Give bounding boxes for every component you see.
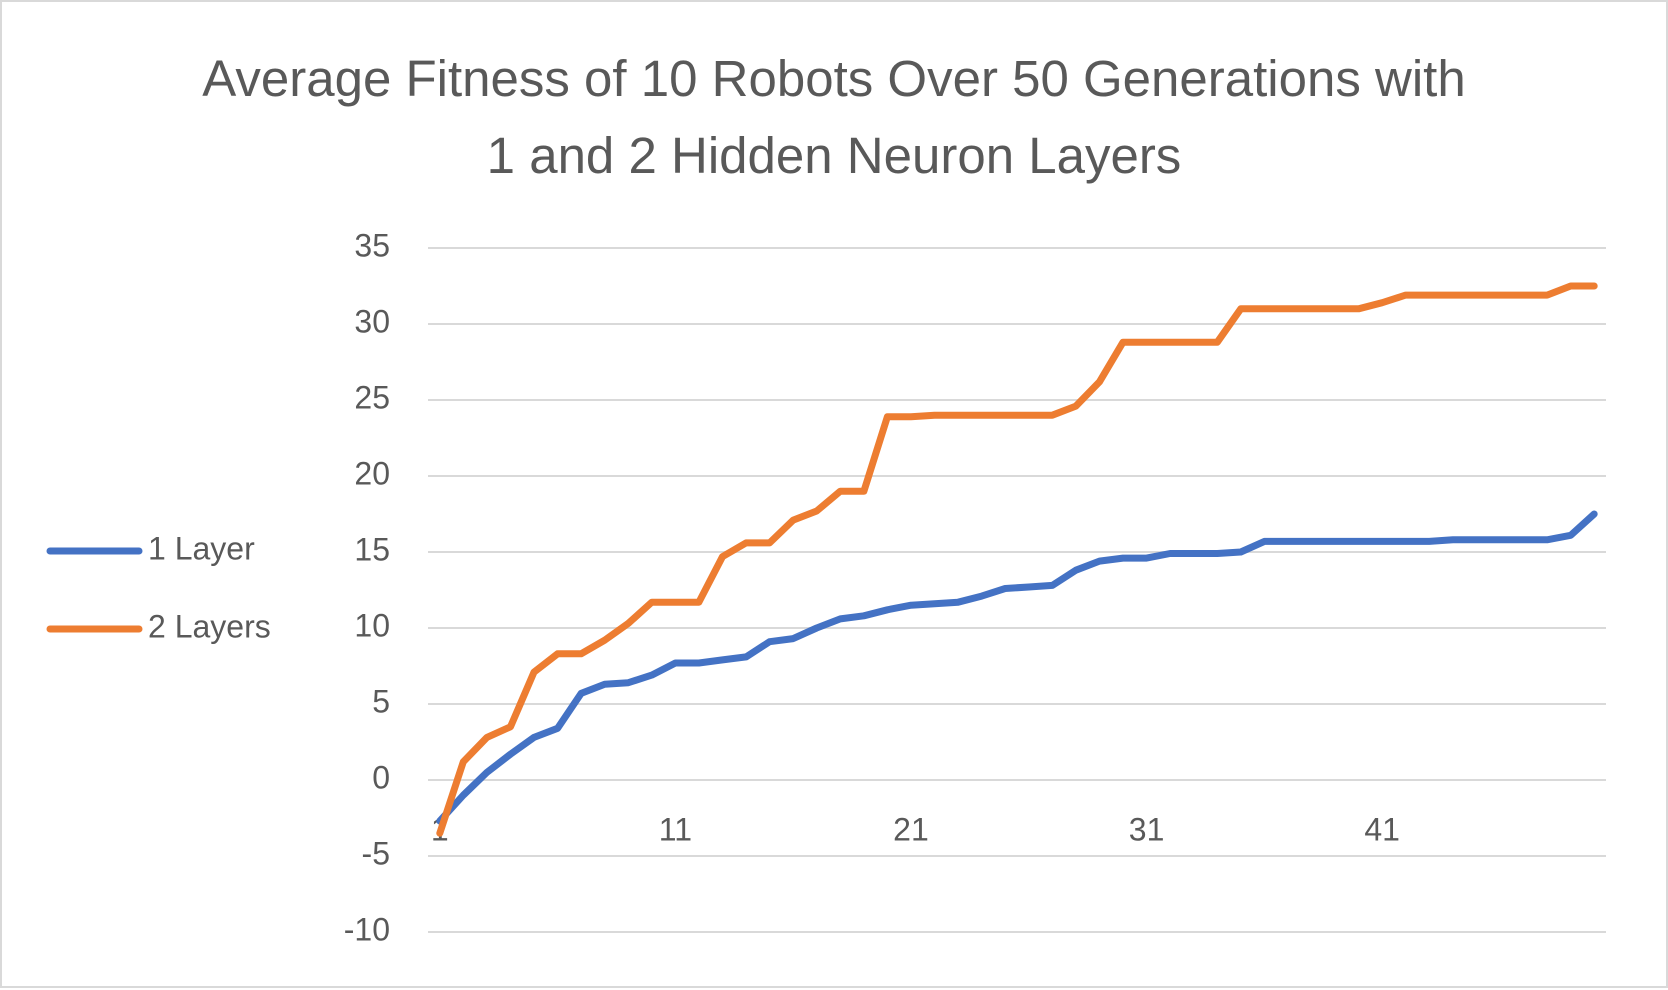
legend-label: 1 Layer [148, 530, 255, 566]
y-tick-label: -5 [362, 835, 390, 871]
y-tick-label: 20 [354, 455, 390, 491]
series-line [436, 510, 1598, 825]
y-tick-label: 0 [372, 759, 390, 795]
y-tick-label: -10 [344, 911, 390, 947]
chart-title: Average Fitness of 10 Robots Over 50 Gen… [202, 50, 1466, 184]
x-tick-label: 31 [1129, 811, 1165, 847]
y-tick-label: 25 [354, 379, 390, 415]
legend-label: 2 Layers [148, 608, 271, 644]
y-tick-label: 30 [354, 303, 390, 339]
x-tick-label: 41 [1364, 811, 1400, 847]
y-tick-label: 10 [354, 607, 390, 643]
x-tick-label: 11 [659, 811, 692, 847]
y-tick-label: 15 [354, 531, 390, 567]
y-tick-label: 35 [354, 227, 390, 263]
x-tick-label: 21 [893, 811, 929, 847]
series-line [436, 282, 1598, 837]
y-tick-label: 5 [372, 683, 390, 719]
